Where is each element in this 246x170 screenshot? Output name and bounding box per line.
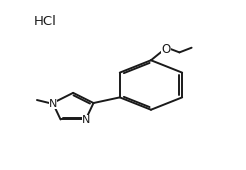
- Text: N: N: [49, 99, 57, 109]
- Text: N: N: [81, 115, 90, 125]
- Text: O: O: [161, 43, 171, 56]
- Text: HCl: HCl: [34, 15, 57, 28]
